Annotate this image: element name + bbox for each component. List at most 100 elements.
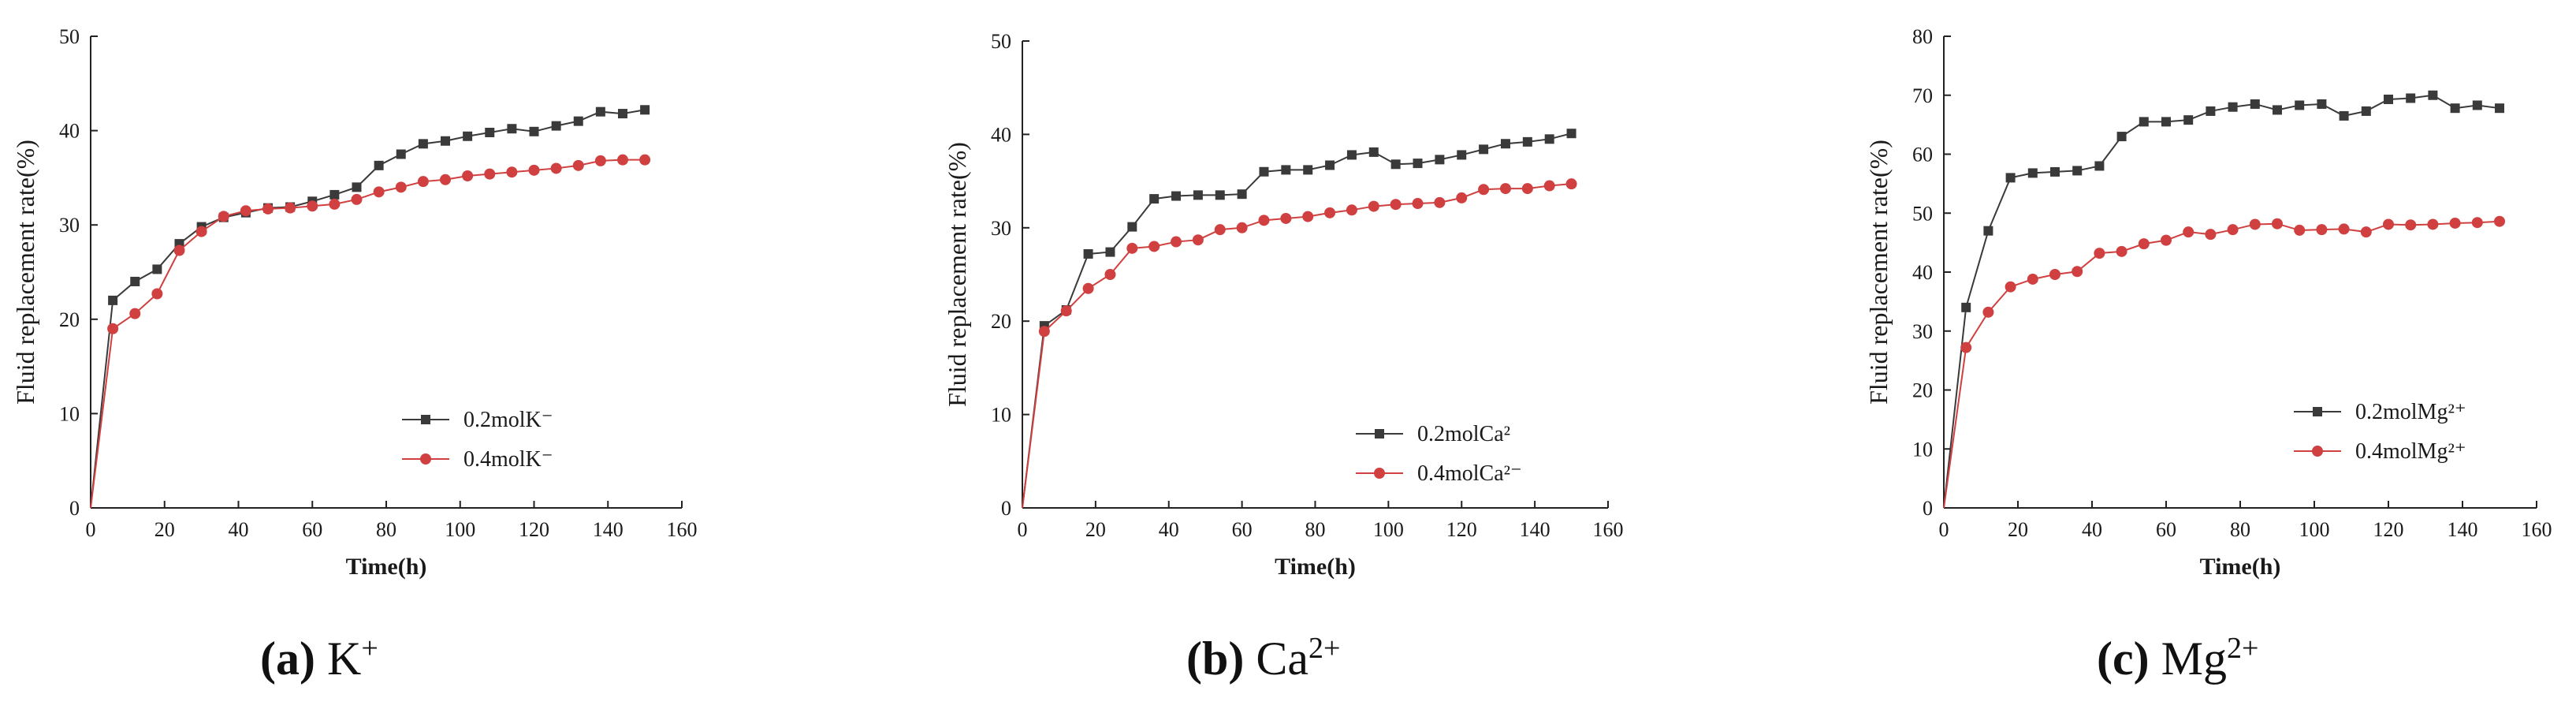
data-point [1325,160,1335,170]
x-tick-label: 80 [376,518,396,541]
data-point [351,193,363,205]
data-point [2139,117,2149,127]
data-point [2050,166,2060,177]
y-tick-label: 40 [59,120,80,143]
data-point [506,166,518,178]
series-2 [1943,215,2505,509]
x-tick-label: 160 [2522,518,2552,541]
data-point [1193,190,1203,200]
legend-marker [421,415,430,424]
x-tick-label: 160 [1593,518,1624,541]
data-point [2249,218,2261,230]
data-point [1499,183,1511,195]
y-axis-label: Fluid replacement rate(%) [943,142,971,407]
data-point [2250,99,2260,109]
data-point [152,264,162,274]
data-point [617,154,628,166]
y-tick-label: 50 [59,25,80,48]
legend-label: 0.2molMg²⁺ [2355,400,2466,424]
legend-label: 0.4molMg²⁺ [2355,439,2466,464]
data-point [1215,190,1225,200]
data-point [551,121,561,131]
x-tick-label: 80 [2230,518,2250,541]
data-point [441,136,450,146]
x-tick-label: 120 [2373,518,2404,541]
chart-a: 0 10 20 30 40 50 0 20 40 60 80 100 120 140 160 Time(h) F… [11,25,698,580]
data-point [1149,194,1160,204]
legend-label: 0.2molK⁻ [463,408,553,432]
data-point [2338,223,2350,235]
x-tick-label: 0 [1939,518,1949,541]
data-point [1368,147,1379,157]
data-point [484,168,496,180]
x-axis-label: Time(h) [2200,554,2281,580]
y-tick-label: 80 [1912,25,1933,48]
data-point [1104,269,1116,280]
data-point [463,131,473,141]
data-point [507,124,517,134]
data-point [550,162,562,174]
data-point [2450,103,2460,114]
y-tick-label: 30 [59,214,80,237]
y-tick-label: 10 [991,404,1011,427]
caption-b: (b) Ca2+ [1186,632,1341,685]
data-point [1060,305,1072,317]
data-point [1171,236,1182,248]
data-point [1346,150,1357,160]
y-tick-label: 50 [991,30,1011,53]
data-point [640,105,650,115]
y-tick-label: 20 [991,310,1011,333]
x-tick-label: 140 [2448,518,2478,541]
series-2 [1022,178,1577,509]
data-point [2094,161,2105,171]
series-1 [1022,129,1576,509]
data-point [1171,191,1182,201]
data-point [2027,168,2038,178]
data-point [130,276,140,286]
data-point [2360,226,2372,238]
x-tick-label: 0 [86,518,96,541]
data-point [1105,247,1115,257]
data-point [1192,234,1204,246]
data-point [1280,212,1292,224]
data-point [2161,117,2171,127]
data-point [1390,159,1401,170]
data-point [1566,129,1576,139]
data-point [1346,204,1357,216]
data-point [2116,245,2127,257]
data-point [1302,211,1314,222]
data-point [2294,224,2306,236]
legend-label: 0.4molK⁻ [463,447,553,472]
data-point [2072,266,2083,278]
y-tick-label: 60 [1912,144,1933,166]
data-point [1413,159,1423,169]
data-point [1544,134,1554,144]
x-tick-label: 140 [593,518,624,541]
data-point [2472,100,2482,110]
data-point [2273,105,2282,115]
data-point [1082,282,1094,294]
data-point [2295,100,2305,110]
x-tick-label: 100 [445,518,475,541]
y-tick-label: 10 [59,402,80,425]
data-point [1500,139,1510,149]
x-tick-label: 60 [1232,518,1253,541]
legend: 0.2molK⁻ 0.4molK⁻ [402,408,553,472]
data-point [2005,281,2016,293]
data-point [108,295,118,305]
data-point [1457,150,1467,160]
data-point [1960,341,1972,353]
data-point [352,182,362,192]
data-point [1522,136,1532,147]
data-point [2005,173,2016,183]
caption-a: (a) K+ [260,632,378,685]
legend-marker [1375,429,1384,439]
y-tick-label: 10 [1912,438,1933,461]
x-tick-label: 40 [1159,518,1179,541]
data-point [1237,189,1247,200]
data-point [417,176,429,188]
x-axis-label: Time(h) [1275,554,1356,580]
data-point [440,174,451,185]
data-point [262,203,274,215]
caption-c: (c) Mg2+ [2097,632,2259,685]
